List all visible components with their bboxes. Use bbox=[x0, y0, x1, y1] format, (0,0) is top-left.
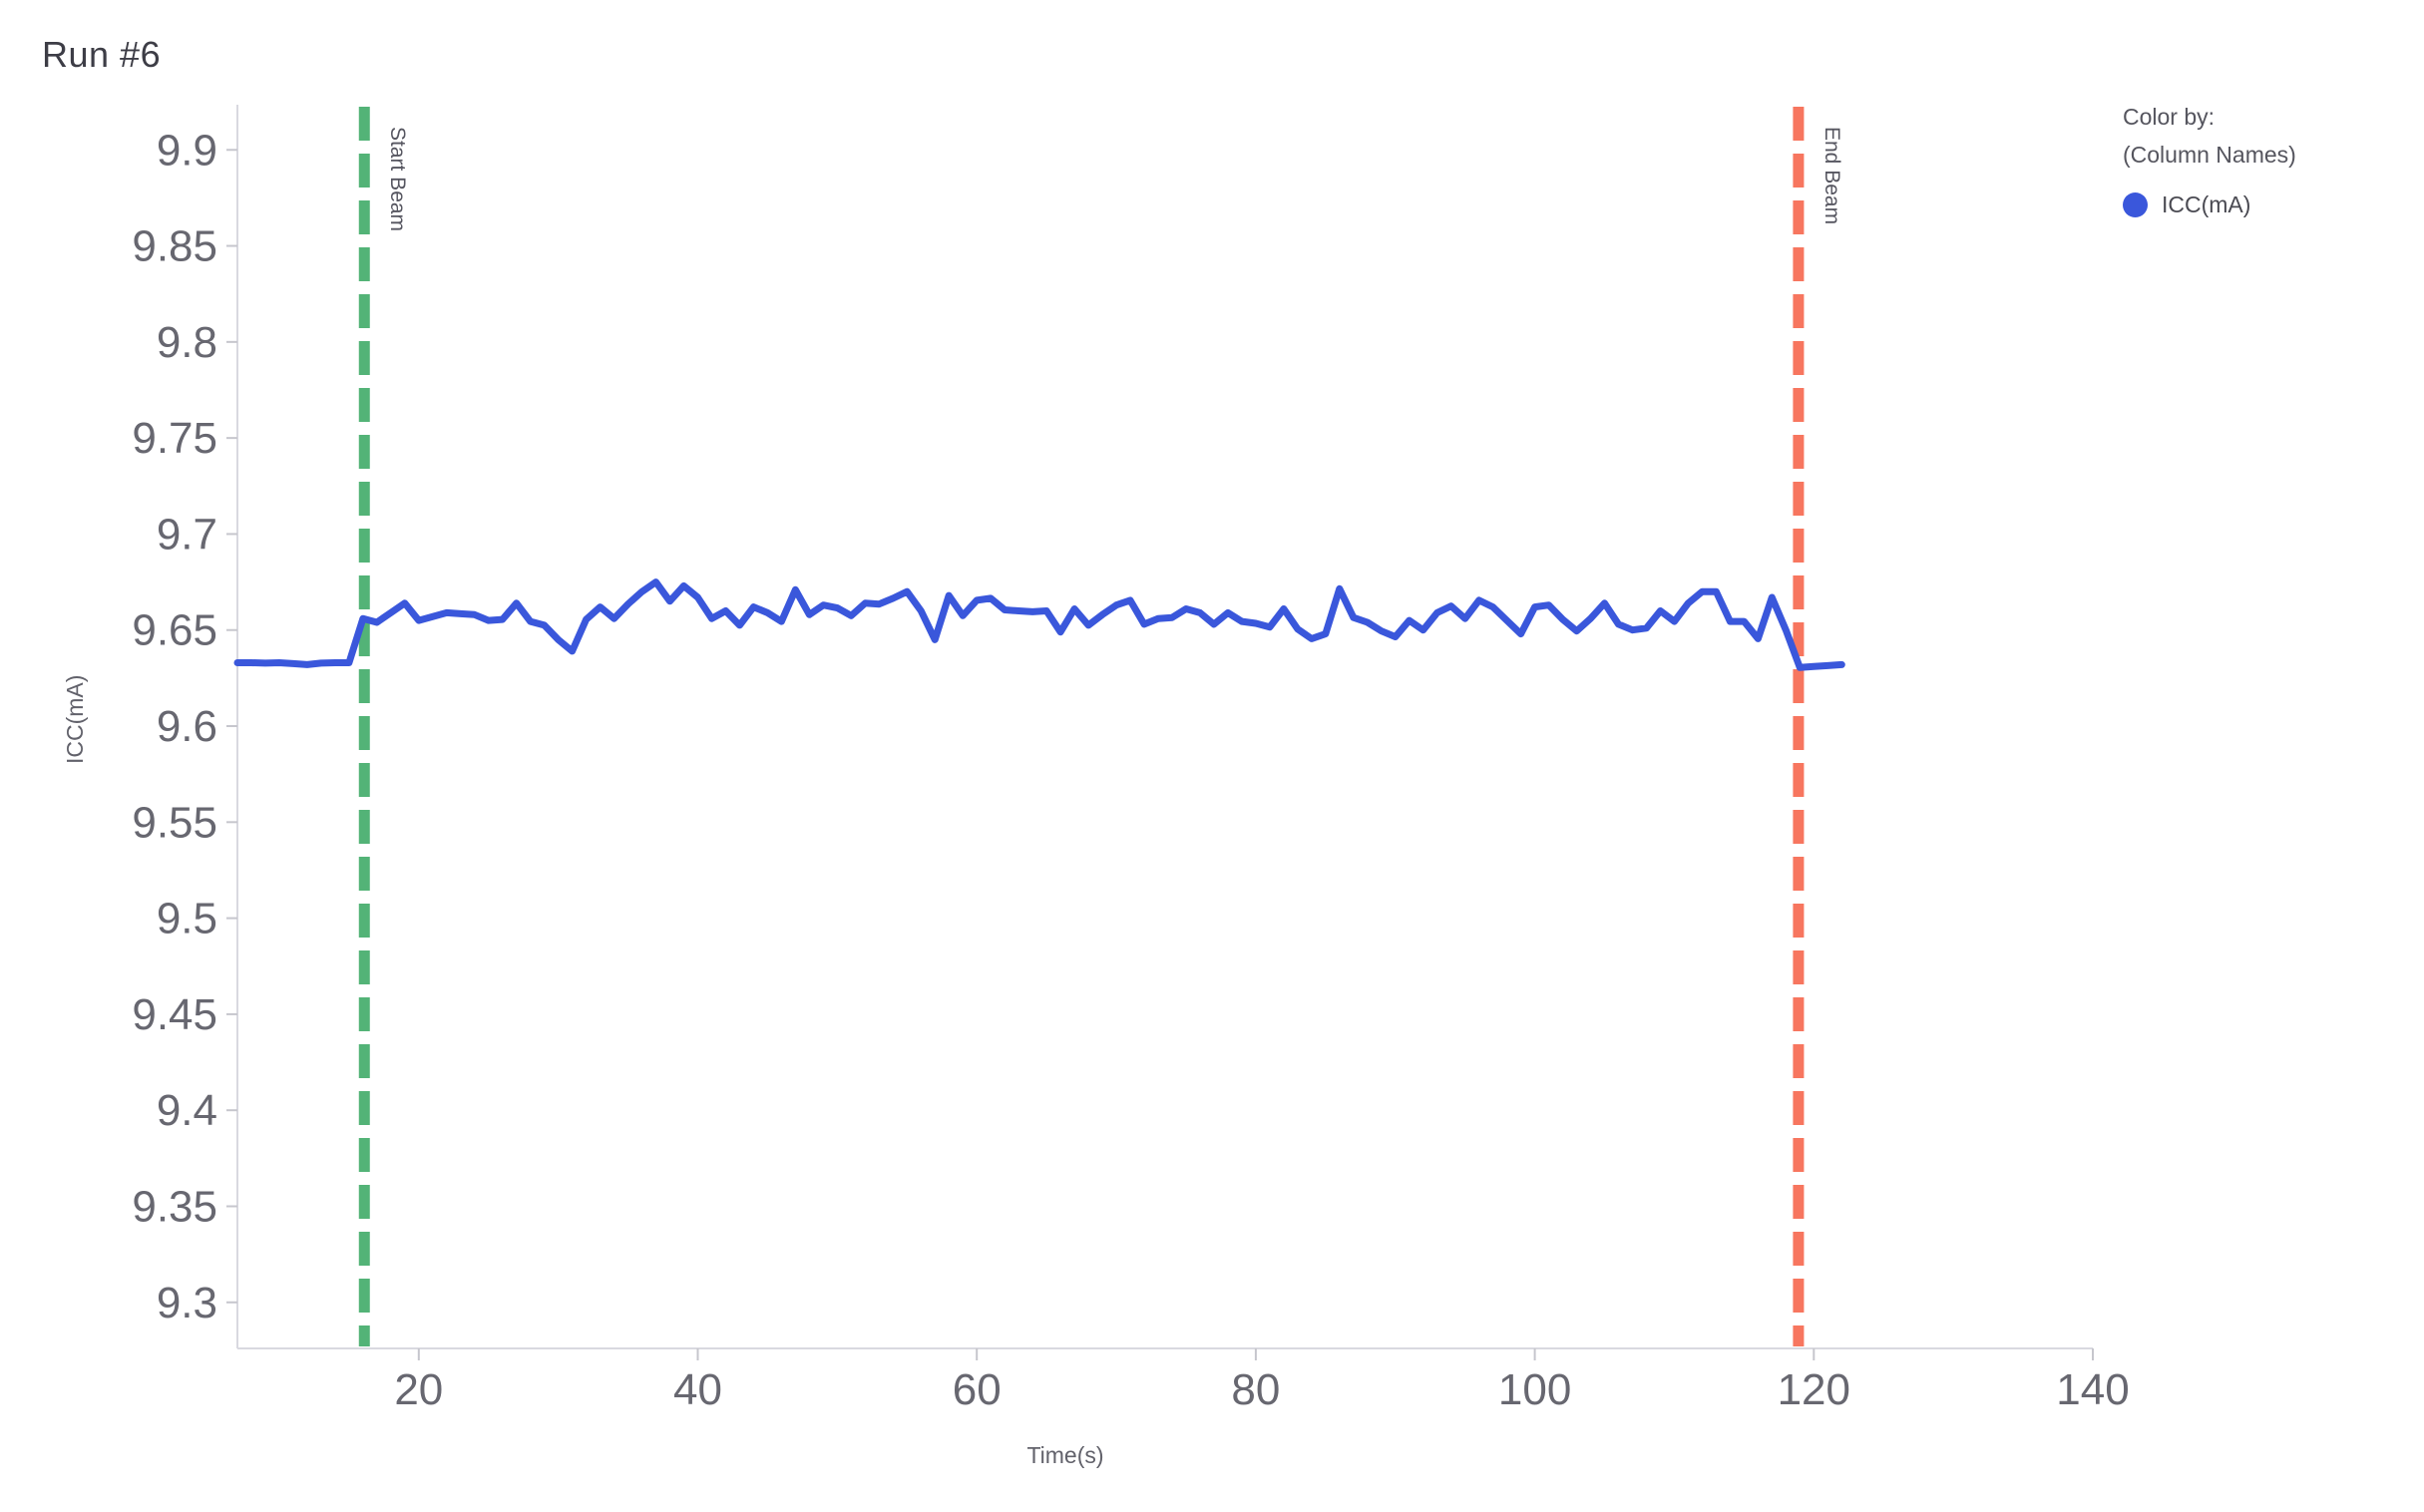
y-tick-label: 9.45 bbox=[132, 990, 217, 1039]
series-line-icc bbox=[233, 578, 1845, 671]
series-color-dot bbox=[2123, 192, 2148, 217]
y-tick-label: 9.7 bbox=[157, 510, 217, 559]
legend: Color by: (Column Names) ICC(mA) bbox=[2123, 98, 2412, 218]
legend-item-icc[interactable]: ICC(mA) bbox=[2123, 191, 2412, 218]
x-tick-label: 120 bbox=[1778, 1365, 1850, 1414]
x-tick-label: 80 bbox=[1231, 1365, 1280, 1414]
y-tick-label: 9.6 bbox=[157, 702, 217, 751]
plot-area[interactable] bbox=[237, 105, 2093, 1348]
start-beam-annotation: Start Beam bbox=[386, 127, 410, 232]
x-tick-label: 40 bbox=[673, 1365, 722, 1414]
y-tick-label: 9.8 bbox=[157, 318, 217, 367]
y-tick-label: 9.35 bbox=[132, 1182, 217, 1231]
legend-item-label: ICC(mA) bbox=[2162, 191, 2251, 217]
legend-title-line2: (Column Names) bbox=[2123, 142, 2296, 168]
y-tick-label: 9.75 bbox=[132, 414, 217, 463]
x-tick-label: 140 bbox=[2056, 1365, 2129, 1414]
y-tick-label: 9.55 bbox=[132, 798, 217, 847]
y-tick-label: 9.5 bbox=[157, 895, 217, 944]
x-tick-label: 100 bbox=[1498, 1365, 1571, 1414]
y-axis-title: ICC(mA) bbox=[62, 674, 88, 764]
x-axis-title: Time(s) bbox=[1026, 1442, 1104, 1468]
y-tick-label: 9.65 bbox=[132, 606, 217, 655]
end-beam-annotation: End Beam bbox=[1819, 127, 1843, 225]
legend-title-line1: Color by: bbox=[2123, 104, 2216, 130]
y-tick-label: 9.85 bbox=[132, 222, 217, 271]
page-title: Run #6 bbox=[42, 34, 162, 75]
y-tick-label: 9.9 bbox=[157, 126, 217, 175]
x-tick-label: 20 bbox=[394, 1365, 443, 1414]
y-tick-label: 9.3 bbox=[157, 1279, 217, 1327]
y-tick-label: 9.4 bbox=[157, 1086, 217, 1135]
x-tick-label: 60 bbox=[953, 1365, 1002, 1414]
